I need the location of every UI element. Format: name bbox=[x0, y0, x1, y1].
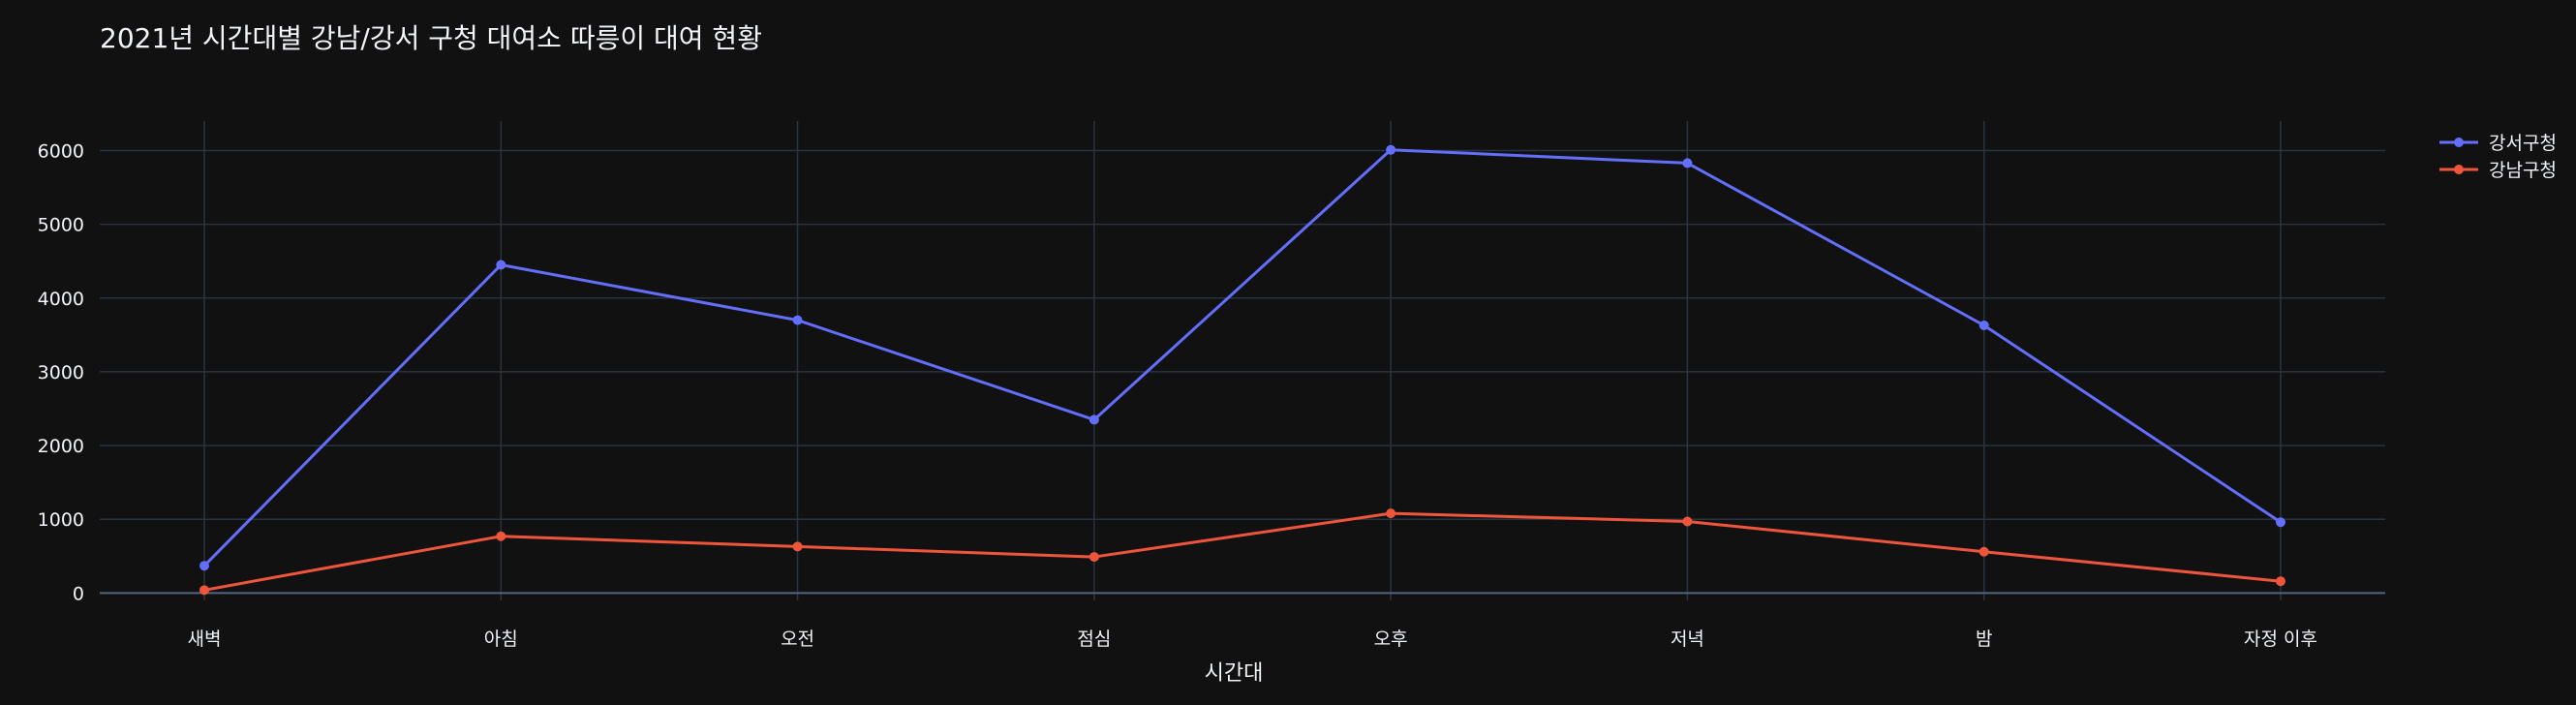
data-point[interactable] bbox=[2276, 517, 2285, 528]
data-point[interactable] bbox=[792, 541, 803, 552]
legend-label: 강남구청 bbox=[2489, 160, 2557, 181]
x-tick-label: 점심 bbox=[1077, 628, 1111, 650]
y-tick-label: 6000 bbox=[38, 140, 84, 162]
series-1 bbox=[199, 508, 2285, 596]
x-tick-label: 오후 bbox=[1374, 628, 1408, 650]
data-point[interactable] bbox=[1978, 320, 1989, 330]
legend-swatch-marker bbox=[2454, 138, 2464, 147]
x-tick-label: 아침 bbox=[484, 628, 518, 650]
data-point[interactable] bbox=[199, 561, 209, 571]
data-point[interactable] bbox=[1386, 508, 1396, 519]
x-tick-label: 자정 이후 bbox=[2244, 628, 2317, 650]
series-line bbox=[203, 511, 2282, 592]
data-point[interactable] bbox=[1682, 516, 1693, 527]
legend-item[interactable]: 강남구청 bbox=[2439, 160, 2557, 181]
x-tick-label: 오전 bbox=[781, 628, 814, 650]
y-tick-label: 5000 bbox=[38, 215, 84, 236]
y-tick-label: 0 bbox=[73, 583, 84, 604]
chart-title: 2021년 시간대별 강남/강서 구청 대여소 따릉이 대여 현황 bbox=[100, 22, 762, 54]
data-point[interactable] bbox=[199, 585, 209, 596]
data-point[interactable] bbox=[1682, 158, 1693, 169]
data-point[interactable] bbox=[2276, 576, 2285, 587]
y-tick-label: 4000 bbox=[38, 289, 84, 310]
data-point[interactable] bbox=[1978, 546, 1989, 557]
x-axis-title: 시간대 bbox=[1205, 661, 1264, 686]
data-point[interactable] bbox=[1089, 414, 1099, 425]
series-0 bbox=[199, 144, 2285, 571]
data-point[interactable] bbox=[1089, 552, 1099, 563]
y-tick-label: 1000 bbox=[38, 509, 84, 531]
x-tick-label: 저녁 bbox=[1671, 628, 1704, 650]
data-point[interactable] bbox=[496, 260, 506, 270]
y-tick-label: 3000 bbox=[38, 362, 84, 383]
series-lines bbox=[199, 144, 2285, 596]
data-point[interactable] bbox=[496, 531, 506, 541]
legend-item[interactable]: 강서구청 bbox=[2439, 133, 2557, 154]
x-tick-label: 밤 bbox=[1976, 628, 1992, 650]
data-point[interactable] bbox=[792, 315, 803, 325]
legend-swatch-marker bbox=[2454, 165, 2464, 174]
data-point[interactable] bbox=[1386, 144, 1396, 155]
series-line bbox=[202, 148, 2282, 567]
legend-label: 강서구청 bbox=[2489, 133, 2557, 154]
y-tick-label: 2000 bbox=[38, 436, 84, 457]
x-tick-label: 새벽 bbox=[188, 628, 222, 650]
axes: 0 1000 2000 3000 4000 5000 6000 새벽 아침 오전 점심 오후 저녁 밤 자정… bbox=[38, 140, 2317, 650]
